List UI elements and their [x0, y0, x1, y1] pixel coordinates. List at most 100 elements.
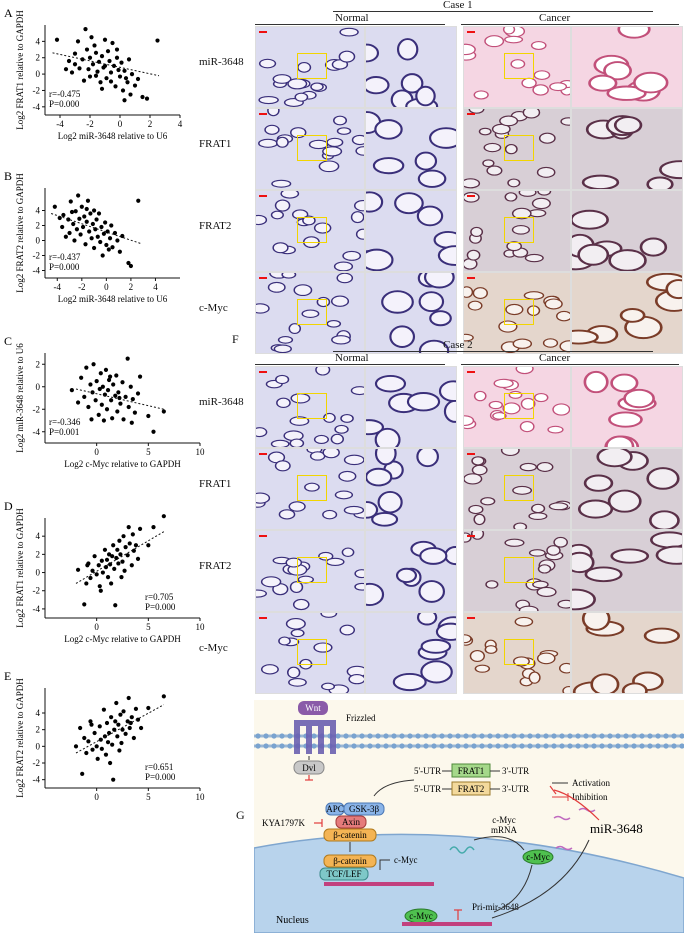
- data-point: [126, 57, 132, 62]
- gsk3b-label: GSK-3β: [349, 804, 380, 814]
- gsk3b-protein: [343, 802, 385, 816]
- y-tick-label: 2: [36, 53, 41, 63]
- data-point: [88, 719, 93, 724]
- translation-arrow: [473, 836, 525, 851]
- data-point: [136, 198, 141, 203]
- scale-bar: [259, 31, 267, 33]
- y-tick-label: 0: [36, 568, 41, 578]
- data-point: [116, 390, 121, 395]
- cmyc-nuclear-label: c-Myc: [409, 911, 433, 921]
- correlation-r: r=-0.437: [49, 252, 81, 262]
- nuclear-bcatenin: [323, 854, 377, 868]
- data-point: [115, 409, 120, 414]
- data-point: [127, 541, 132, 546]
- frizzled-receptor: [294, 720, 336, 754]
- zoom-region-box: [504, 298, 534, 325]
- zoom-region-box: [297, 134, 328, 161]
- data-point: [122, 568, 127, 573]
- data-point: [54, 37, 60, 42]
- histology-normal-overview: [255, 366, 365, 448]
- data-point: [84, 365, 89, 370]
- data-point: [96, 211, 102, 216]
- case2-title: Case 2: [443, 339, 473, 351]
- data-point: [137, 374, 143, 379]
- histology-normal-zoom: [365, 272, 457, 354]
- tcf-lef-label: TCF/LEF: [326, 869, 361, 879]
- cmyc-import-arrow: [493, 864, 533, 913]
- case2-normal-line: [255, 364, 445, 365]
- histology-cancer-zoom: [571, 530, 683, 612]
- y-tick-label: 0: [36, 741, 41, 751]
- data-point: [89, 417, 94, 422]
- data-point: [126, 695, 131, 701]
- data-point: [89, 35, 94, 40]
- data-point: [131, 735, 136, 741]
- data-point: [98, 588, 103, 593]
- case1-figure: Case 1 Normal Cancer miR-3648 FRAT1 FRAT2 c…: [193, 0, 685, 354]
- data-point: [109, 398, 114, 403]
- row-label-c-myc: c-Myc: [199, 642, 228, 654]
- cmyc-mrna-label1: c-Myc: [492, 815, 516, 825]
- data-point: [114, 555, 119, 561]
- data-point: [90, 62, 96, 67]
- data-point: [117, 249, 122, 254]
- data-point: [119, 60, 124, 65]
- data-point: [115, 238, 120, 243]
- data-point: [107, 236, 113, 241]
- data-point: [133, 543, 139, 548]
- histology-normal-zoom: [365, 26, 457, 108]
- histology-cancer-overview: [463, 26, 571, 108]
- histology-cancer-zoom: [571, 190, 683, 272]
- x-tick-label: 0: [94, 447, 99, 457]
- pathway-diagram: Nucleus Wnt Frizzled Dvl 5'-UTR FRAT1 3'…: [254, 700, 684, 933]
- data-point: [116, 67, 121, 73]
- x-tick-label: 10: [196, 622, 206, 632]
- data-point: [86, 404, 91, 410]
- data-point: [119, 740, 124, 746]
- data-point: [100, 570, 105, 575]
- kya-label: KYA1797K: [262, 818, 306, 828]
- data-point: [89, 722, 94, 727]
- zoom-region-box: [297, 298, 328, 325]
- data-point: [90, 221, 95, 227]
- trend-line: [75, 388, 164, 410]
- data-point: [94, 379, 99, 384]
- y-tick-label: 4: [36, 36, 41, 46]
- histology-cancer-overview: [463, 448, 571, 530]
- y-axis-label: Log2 miR-3648 relative to U6: [15, 343, 25, 453]
- data-point: [97, 386, 102, 392]
- data-point: [139, 725, 144, 731]
- dvl-label: Dvl: [302, 763, 316, 773]
- data-point: [123, 394, 128, 399]
- y-axis-label: Log2 FRAT2 relative to GAPDH: [15, 173, 25, 293]
- data-point: [117, 748, 122, 753]
- y-tick-label: -4: [33, 102, 41, 112]
- scale-bar: [467, 371, 475, 373]
- data-point: [103, 367, 109, 372]
- histology-normal-overview: [255, 190, 365, 272]
- x-axis-label: Log2 miR-3648 relative to U6: [58, 131, 168, 141]
- data-point: [116, 722, 121, 727]
- x-tick-label: 2: [129, 282, 134, 292]
- legend-activation: Activation: [572, 778, 610, 788]
- x-axis-label: Log2 c-Myc relative to GAPDH: [64, 634, 181, 644]
- data-point: [75, 567, 81, 572]
- frizzled-label: Frizzled: [346, 713, 376, 723]
- histology-cancer-overview: [463, 108, 571, 190]
- data-point: [109, 715, 114, 720]
- data-point: [125, 553, 130, 558]
- data-point: [140, 94, 145, 100]
- scale-bar: [259, 617, 267, 619]
- data-point: [121, 417, 126, 422]
- data-point: [161, 694, 166, 699]
- data-point: [135, 76, 141, 82]
- data-point: [114, 47, 120, 52]
- data-point: [71, 221, 76, 227]
- data-point: [60, 224, 65, 230]
- y-tick-label: -4: [33, 427, 41, 437]
- histology-normal-zoom: [365, 190, 457, 272]
- data-point: [91, 245, 97, 251]
- p-value: P=0.001: [49, 427, 79, 437]
- data-point: [61, 212, 66, 218]
